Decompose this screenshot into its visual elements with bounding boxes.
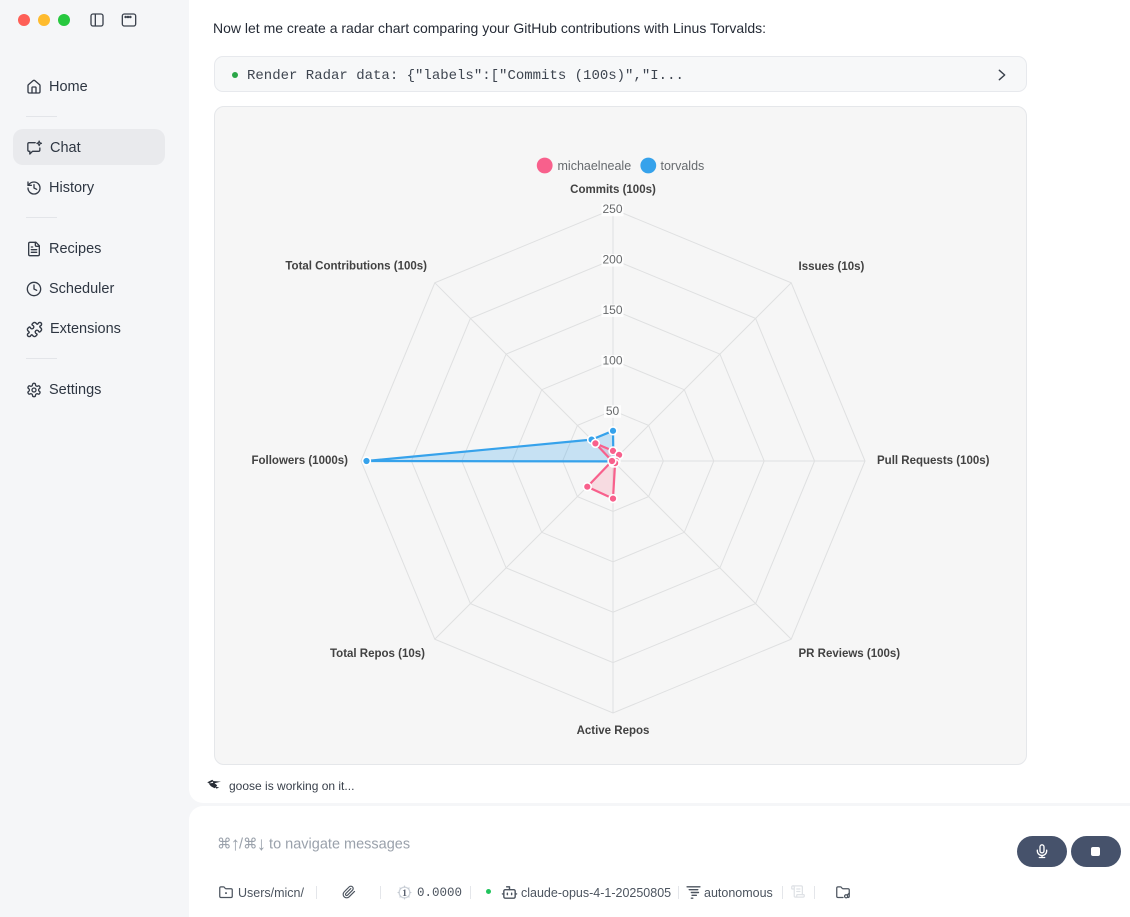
svg-text:torvalds: torvalds xyxy=(661,159,705,173)
svg-text:michaelneale: michaelneale xyxy=(558,159,632,173)
svg-text:250: 250 xyxy=(602,202,622,216)
svg-text:Total Contributions (100s): Total Contributions (100s) xyxy=(285,261,427,273)
svg-text:Active Repos: Active Repos xyxy=(577,725,650,737)
svg-text:50: 50 xyxy=(606,404,620,418)
svg-text:200: 200 xyxy=(602,253,622,267)
svg-text:Issues (10s): Issues (10s) xyxy=(799,261,865,273)
svg-text:Pull Requests (100s): Pull Requests (100s) xyxy=(877,455,990,467)
svg-text:1: 1 xyxy=(402,888,407,899)
svg-text:Commits (100s): Commits (100s) xyxy=(570,184,656,196)
svg-text:150: 150 xyxy=(602,303,622,317)
svg-text:PR Reviews (100s): PR Reviews (100s) xyxy=(799,648,901,660)
svg-text:Total Repos (10s): Total Repos (10s) xyxy=(330,648,425,660)
svg-text:100: 100 xyxy=(602,353,622,367)
svg-text:Followers (1000s): Followers (1000s) xyxy=(251,455,348,467)
